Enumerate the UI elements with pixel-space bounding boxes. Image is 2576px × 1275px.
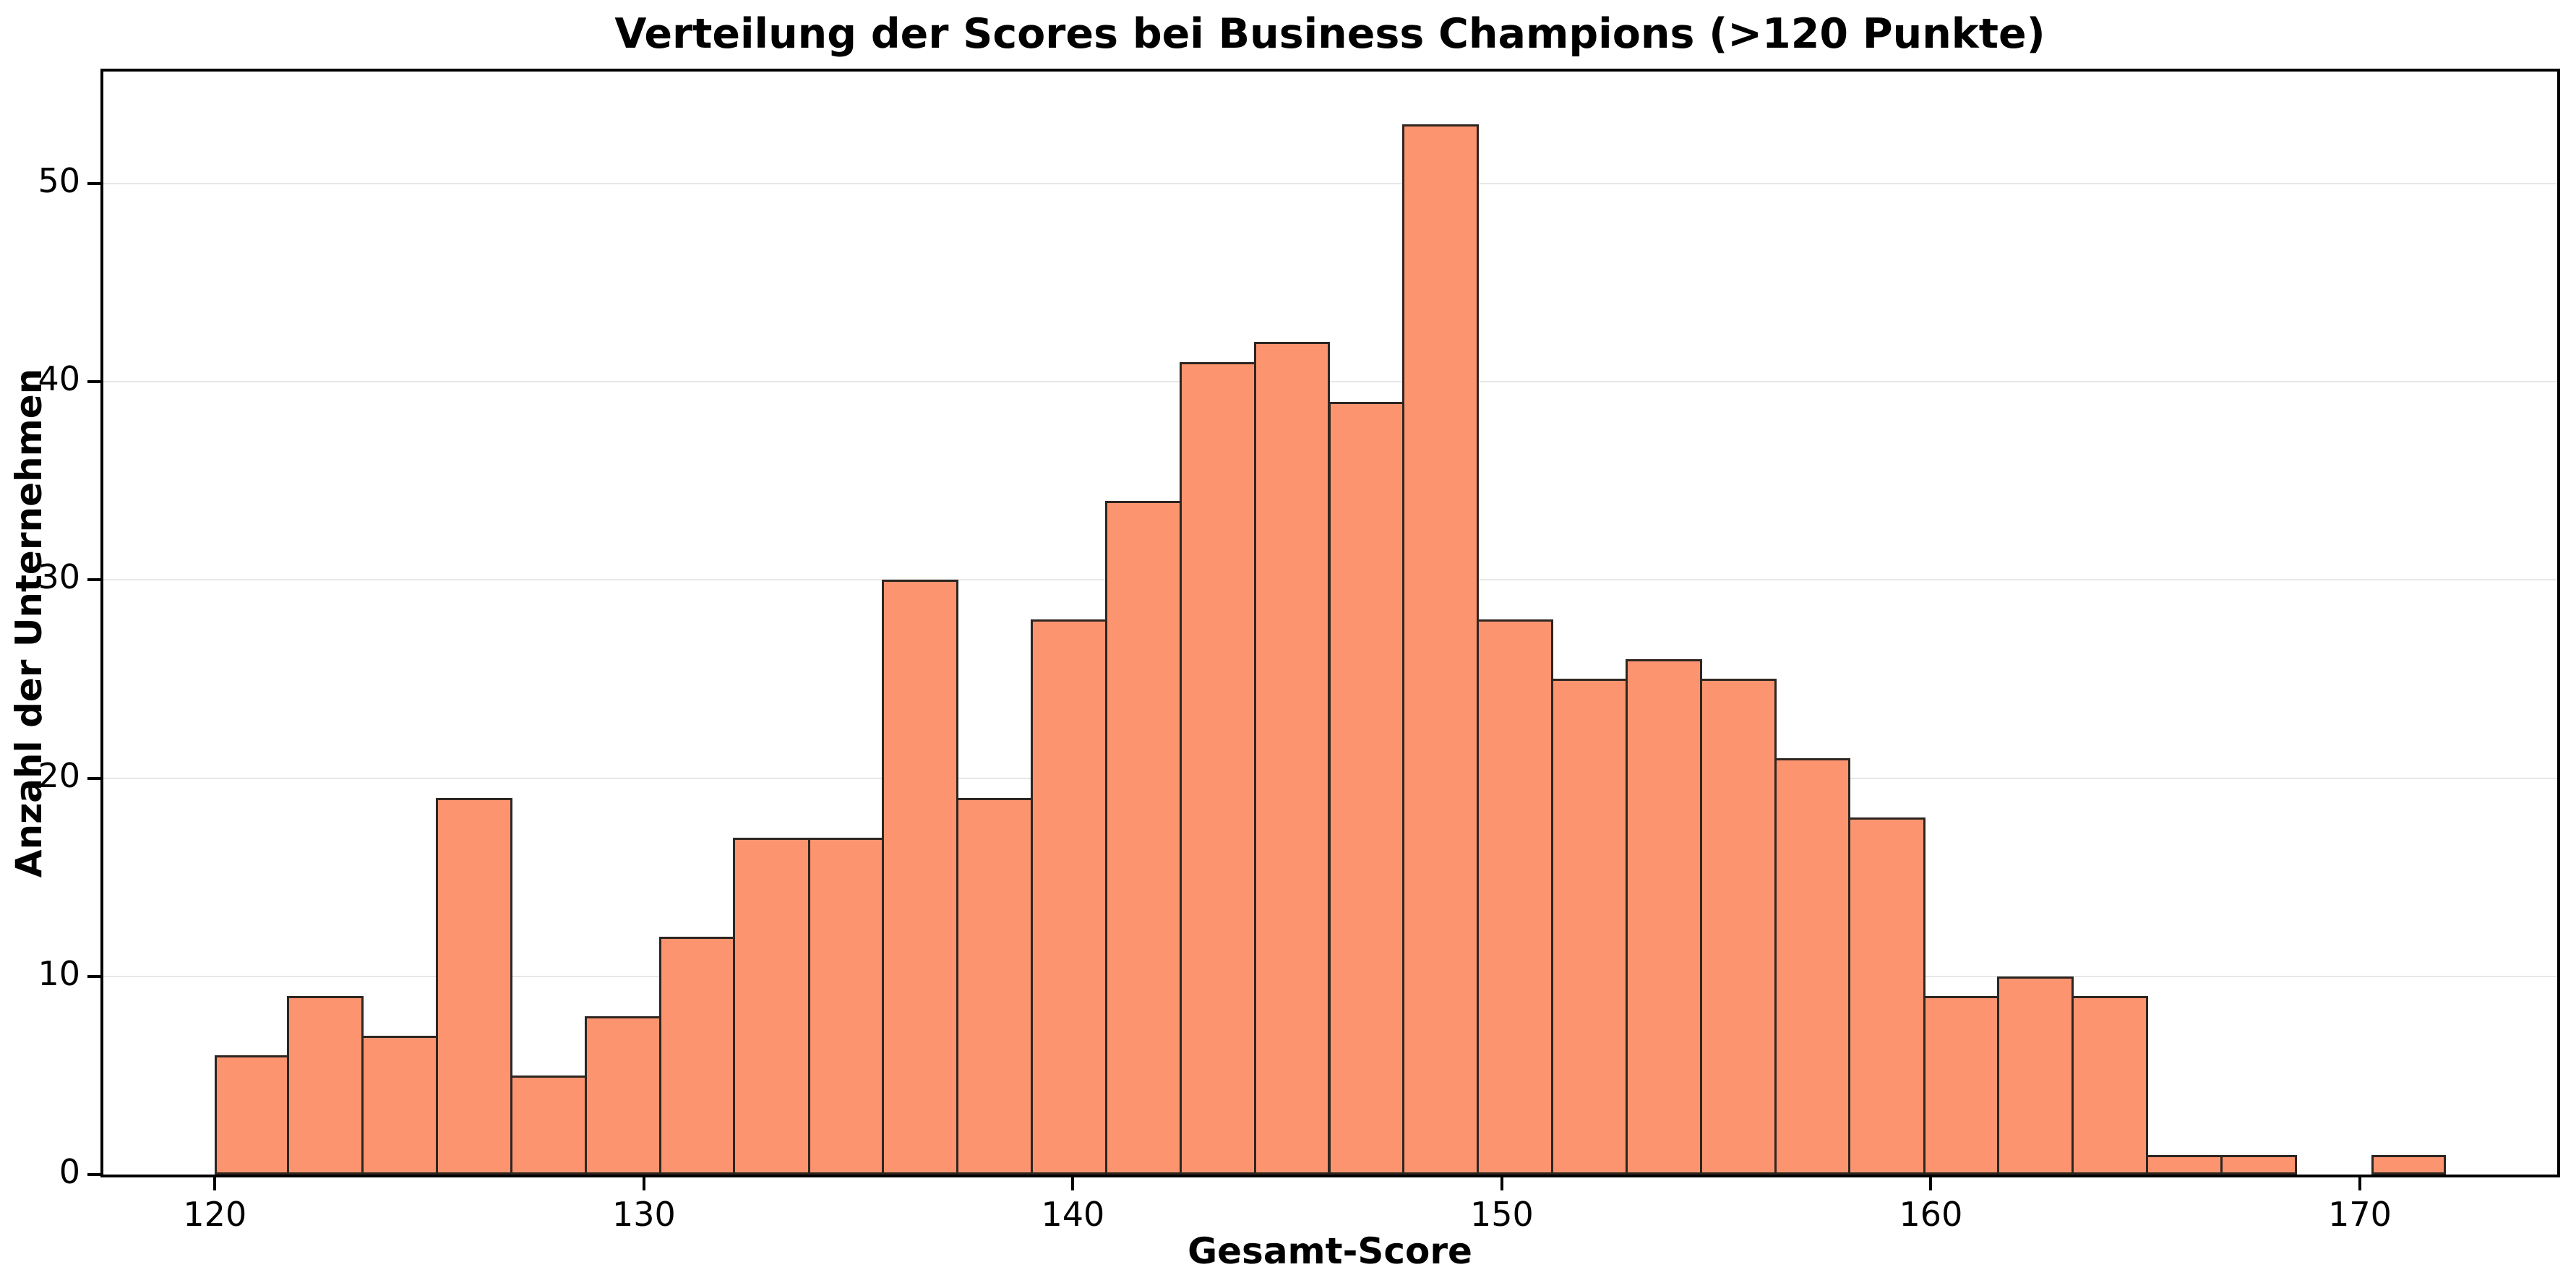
histogram-bar [1923,996,2000,1175]
histogram-bar [1551,679,1628,1175]
x-tick-label: 160 [1899,1195,1963,1234]
histogram-bar [1625,659,1703,1175]
histogram-bar [510,1076,587,1175]
histogram-bar [361,1036,438,1175]
x-axis-label: Gesamt-Score [1188,1230,1472,1272]
histogram-bar [807,838,885,1175]
x-tick-mark [213,1177,217,1190]
histogram-bar [1848,817,1925,1175]
y-tick-mark [87,974,100,978]
y-tick-label: 20 [38,755,80,795]
histogram-bar [2220,1155,2297,1175]
y-tick-label: 50 [38,160,80,200]
histogram-bar [1402,124,1480,1175]
x-tick-label: 170 [2328,1195,2392,1234]
y-tick-mark [87,776,100,780]
y-tick-label: 0 [59,1152,80,1191]
y-axis-label: Anzahl der Unternehmen [8,368,50,878]
histogram-bar [1031,619,1107,1175]
gridline-y40 [103,381,2557,383]
histogram-bar [658,937,736,1175]
histogram-bar [1997,976,2074,1175]
histogram-bar [215,1055,289,1175]
x-tick-label: 150 [1470,1195,1534,1234]
histogram-bar [1179,362,1256,1175]
y-tick-mark [87,1173,100,1176]
plot-area [100,69,2560,1177]
histogram-bar [2371,1155,2446,1175]
y-tick-mark [87,578,100,582]
x-tick-mark [642,1177,645,1190]
histogram-bar [435,798,512,1175]
histogram-bar [286,996,364,1175]
x-tick-label: 140 [1041,1195,1105,1234]
y-tick-mark [87,380,100,384]
histogram-bar [1104,501,1182,1175]
chart-title: Verteilung der Scores bei Business Champ… [614,10,2045,58]
x-tick-label: 120 [183,1195,247,1234]
y-tick-label: 40 [38,359,80,399]
x-tick-mark [1071,1177,1075,1190]
histogram-bar [1774,758,1851,1175]
x-tick-mark [1929,1177,1933,1190]
y-tick-label: 30 [38,557,80,597]
gridline-y50 [103,182,2557,184]
histogram-bar [1253,342,1331,1175]
histogram-bar [584,1016,661,1175]
histogram-bar [956,798,1034,1175]
histogram-bar [2071,996,2149,1175]
y-tick-label: 10 [38,953,80,993]
histogram-bar [2146,1155,2223,1175]
histogram-bar [733,838,810,1175]
y-tick-mark [87,181,100,185]
x-tick-mark [1500,1177,1503,1190]
histogram-bar [1328,402,1405,1175]
histogram-bar [882,580,958,1175]
histogram-bar [1700,679,1777,1175]
histogram-bar [1477,619,1554,1175]
x-tick-mark [2358,1177,2361,1190]
x-tick-label: 130 [611,1195,676,1234]
